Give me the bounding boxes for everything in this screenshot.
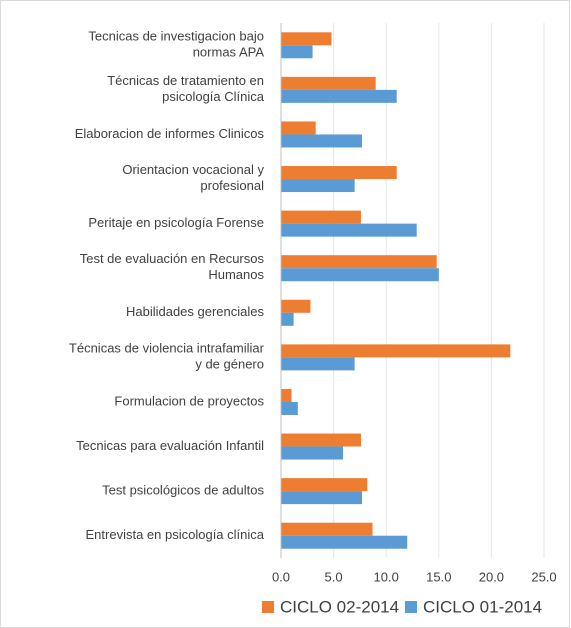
y-tick-label: Peritaje en psicología Forense	[88, 215, 264, 230]
x-tick-label: 20.0	[479, 569, 504, 584]
bar	[281, 45, 313, 59]
bar	[281, 312, 294, 326]
x-tick-label: 15.0	[426, 569, 451, 584]
bar	[281, 299, 311, 313]
bar	[281, 76, 376, 90]
y-tick-label: Entrevista en psicología clínica	[86, 527, 265, 542]
bar	[281, 268, 439, 282]
bar	[281, 210, 361, 224]
legend-swatch	[405, 601, 417, 613]
bar	[281, 223, 417, 237]
x-tick-label: 25.0	[531, 569, 556, 584]
y-tick-label: Elaboracion de informes Clinicos	[75, 126, 265, 141]
bar	[281, 166, 397, 180]
bar	[281, 179, 355, 193]
bar	[281, 255, 437, 269]
legend-swatch	[262, 601, 274, 613]
x-tick-label: 0.0	[272, 569, 290, 584]
bar	[281, 433, 361, 447]
legend-label: CICLO 02-2014	[280, 597, 399, 616]
legend-label: CICLO 01-2014	[423, 597, 542, 616]
y-tick-label: Test de evaluación en Recursos Humanos	[80, 252, 265, 283]
x-tick-label: 5.0	[325, 569, 343, 584]
y-tick-label: Formulacion de proyectos	[114, 393, 264, 408]
bar	[281, 121, 316, 135]
bar	[281, 491, 363, 505]
bar	[281, 89, 397, 103]
bar	[281, 401, 298, 415]
bar	[281, 522, 373, 536]
bar	[281, 32, 332, 46]
x-tick-label: 10.0	[374, 569, 399, 584]
bar	[281, 134, 363, 148]
y-tick-label: Tecnicas de investigacion bajo normas APA	[88, 29, 264, 60]
bar	[281, 357, 355, 371]
y-tick-label: Técnicas de tratamiento en psicología Clí…	[107, 73, 265, 104]
y-tick-label: Técnicas de violencia intrafamiliar y de …	[69, 341, 265, 372]
y-tick-label: Test psicológicos de adultos	[102, 483, 264, 498]
bar	[281, 446, 344, 460]
y-tick-label: Orientacion vocacional y profesional	[122, 162, 264, 193]
bar	[281, 388, 292, 402]
bar	[281, 344, 511, 358]
bar	[281, 535, 408, 549]
bar	[281, 478, 368, 492]
y-tick-label: Tecnicas para evaluación Infantil	[76, 438, 264, 453]
y-tick-label: Habilidades gerenciales	[126, 304, 265, 319]
